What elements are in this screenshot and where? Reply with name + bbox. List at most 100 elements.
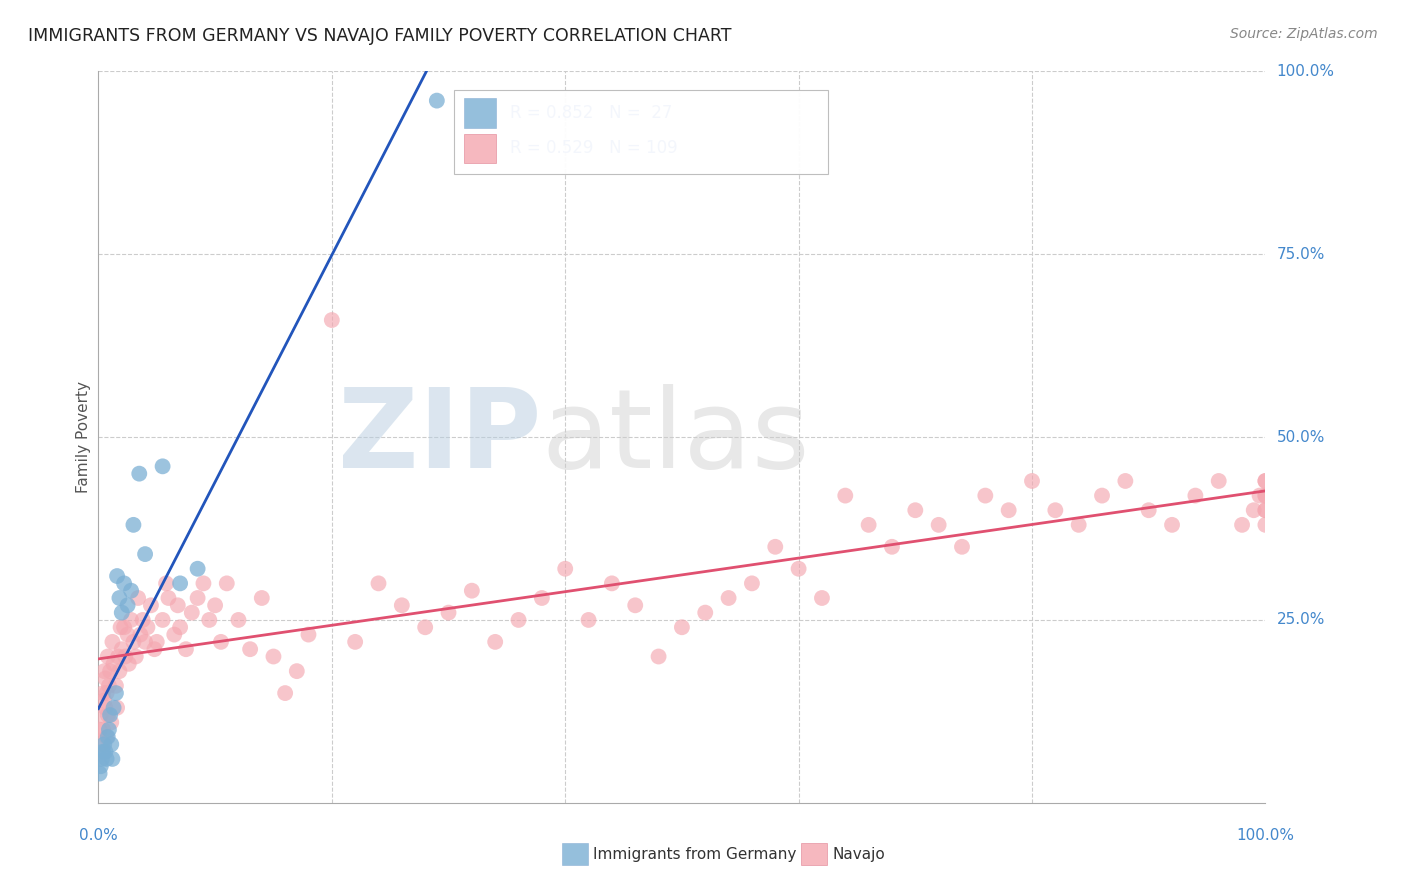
Point [90,759,112,773]
Point [93,737,115,751]
Text: 100.0%: 100.0% [1236,828,1295,843]
Point [101,752,124,766]
Point [96,686,118,700]
Point [413,620,436,634]
Point [117,627,139,641]
Point [100,715,122,730]
Point [285,664,308,678]
Point [125,649,148,664]
Point [90,737,112,751]
Point [1243,503,1265,517]
Point [91,723,114,737]
Point [1254,489,1277,503]
Text: 50.0%: 50.0% [1277,430,1324,444]
Text: 0.0%: 0.0% [79,828,118,843]
FancyBboxPatch shape [464,98,496,128]
Point [426,94,449,108]
Point [110,620,132,634]
Point [98,708,121,723]
Point [624,599,647,613]
Point [1249,489,1271,503]
Point [104,679,127,693]
Point [1254,503,1277,517]
Point [530,591,553,605]
Point [437,606,460,620]
Point [215,576,238,591]
Point [391,599,413,613]
Point [174,642,197,657]
Point [1137,503,1160,517]
Point [90,708,112,723]
Point [101,635,124,649]
Point [209,635,232,649]
Point [139,599,162,613]
Point [120,613,142,627]
Point [97,649,120,664]
FancyBboxPatch shape [454,90,828,174]
Point [108,591,131,605]
Point [1114,474,1136,488]
Point [143,642,166,657]
Text: 75.0%: 75.0% [1277,247,1324,261]
Point [600,576,623,591]
Point [928,517,950,532]
Point [1254,474,1277,488]
Point [122,635,145,649]
Point [262,649,284,664]
Point [134,547,156,561]
Point [103,700,125,714]
Point [96,752,118,766]
Point [127,591,149,605]
Point [187,562,209,576]
Point [763,540,786,554]
Point [1161,517,1184,532]
Point [97,708,120,723]
Point [578,613,600,627]
Text: R = 0.529   N = 109: R = 0.529 N = 109 [510,139,678,157]
Point [461,583,484,598]
Point [228,613,250,627]
Point [1254,474,1277,488]
Point [97,723,120,737]
Point [129,627,152,641]
Point [904,503,927,517]
Point [111,606,134,620]
Point [741,576,763,591]
FancyBboxPatch shape [464,134,496,163]
Point [1230,517,1253,532]
Point [204,599,226,613]
Y-axis label: Family Poverty: Family Poverty [76,381,91,493]
Point [834,489,856,503]
Point [94,672,117,686]
Point [166,599,188,613]
Text: ZIP: ZIP [339,384,541,491]
Point [94,745,117,759]
Point [108,664,131,678]
Point [120,583,142,598]
Text: atlas: atlas [541,384,810,491]
Point [152,459,174,474]
Point [94,700,117,714]
Point [97,730,120,744]
Point [695,606,717,620]
Point [98,664,121,678]
Text: 100.0%: 100.0% [1277,64,1334,78]
Point [155,576,177,591]
Point [1091,489,1114,503]
Point [169,620,191,634]
Point [112,576,135,591]
Point [112,620,135,634]
Point [134,635,156,649]
Text: IMMIGRANTS FROM GERMANY VS NAVAJO FAMILY POVERTY CORRELATION CHART: IMMIGRANTS FROM GERMANY VS NAVAJO FAMILY… [28,27,731,45]
Point [128,467,150,481]
Text: Source: ZipAtlas.com: Source: ZipAtlas.com [1230,27,1378,41]
Point [1208,474,1230,488]
Point [180,606,202,620]
Point [96,730,118,744]
Point [274,686,297,700]
Point [100,737,122,751]
Text: 25.0%: 25.0% [1277,613,1324,627]
Point [858,517,880,532]
Point [321,313,343,327]
Point [811,591,834,605]
